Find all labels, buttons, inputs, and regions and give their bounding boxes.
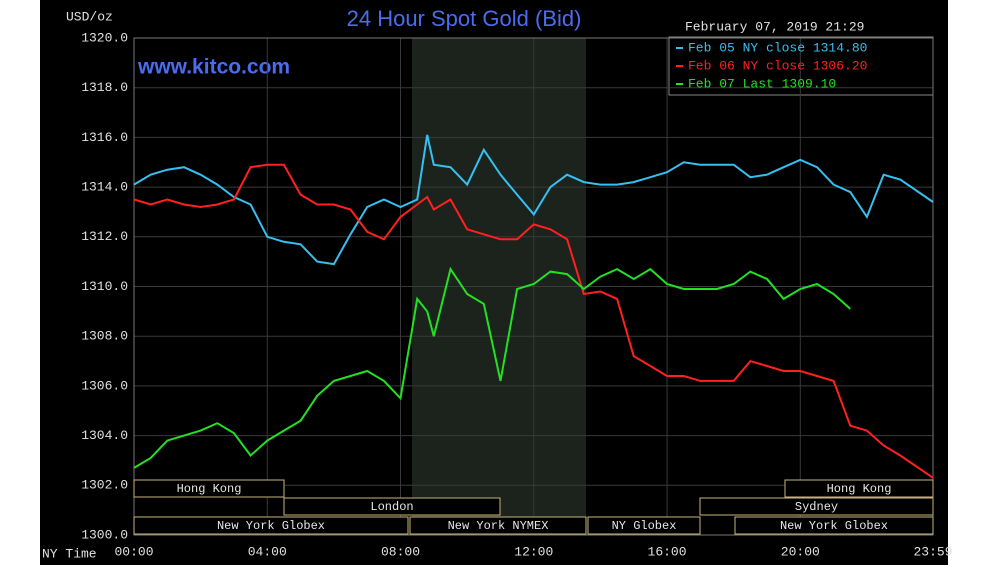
legend-label: Feb 05 NY close 1314.80 xyxy=(688,40,867,55)
y-tick-label: 1314.0 xyxy=(81,180,128,195)
y-tick-label: 1316.0 xyxy=(81,130,128,145)
series-line xyxy=(133,134,934,266)
legend-label: Feb 06 NY close 1306.20 xyxy=(688,58,867,73)
date-label: February 07, 2019 21:29 xyxy=(685,19,864,34)
plot-frame xyxy=(133,37,934,536)
x-tick-label: 20:00 xyxy=(781,544,820,559)
x-tick-label: 00:00 xyxy=(114,544,153,559)
legend-label: Feb 07 Last 1309.10 xyxy=(688,76,836,91)
session-bar xyxy=(409,516,587,535)
session-label: New York Globex xyxy=(780,519,888,533)
y-tick-label: 1312.0 xyxy=(81,229,128,244)
x-tick-label: 12:00 xyxy=(514,544,553,559)
chart-title: 24 Hour Spot Gold (Bid) xyxy=(347,6,582,31)
session-bar xyxy=(587,516,701,535)
session-bar xyxy=(734,516,934,535)
y-tick-label: 1300.0 xyxy=(81,527,128,542)
session-bar xyxy=(283,497,501,516)
x-axis-label: NY Time xyxy=(42,546,97,561)
y-tick-label: 1310.0 xyxy=(81,279,128,294)
session-label: NY Globex xyxy=(612,519,677,533)
x-tick-label: 08:00 xyxy=(381,544,420,559)
session-label: London xyxy=(370,500,413,514)
y-axis-label: USD/oz xyxy=(66,9,113,24)
session-label: Hong Kong xyxy=(827,482,892,496)
x-tick-label: 04:00 xyxy=(248,544,287,559)
y-tick-label: 1320.0 xyxy=(81,30,128,45)
session-label: Hong Kong xyxy=(177,482,242,496)
session-bar xyxy=(784,479,934,498)
y-tick-label: 1308.0 xyxy=(81,329,128,344)
series-line xyxy=(133,163,934,479)
session-bar xyxy=(133,516,409,535)
series-line xyxy=(133,266,851,469)
session-bar xyxy=(699,497,934,516)
session-label: Sydney xyxy=(795,500,838,514)
x-tick-label: 16:00 xyxy=(648,544,687,559)
y-tick-label: 1306.0 xyxy=(81,378,128,393)
session-label: New York Globex xyxy=(217,519,325,533)
session-bar xyxy=(133,479,285,498)
x-tick-label: 23:59 xyxy=(913,544,952,559)
site-label: www.kitco.com xyxy=(137,56,290,79)
y-tick-label: 1318.0 xyxy=(81,80,128,95)
session-label: New York NYMEX xyxy=(448,519,549,533)
y-tick-label: 1302.0 xyxy=(81,478,128,493)
y-tick-label: 1304.0 xyxy=(81,428,128,443)
